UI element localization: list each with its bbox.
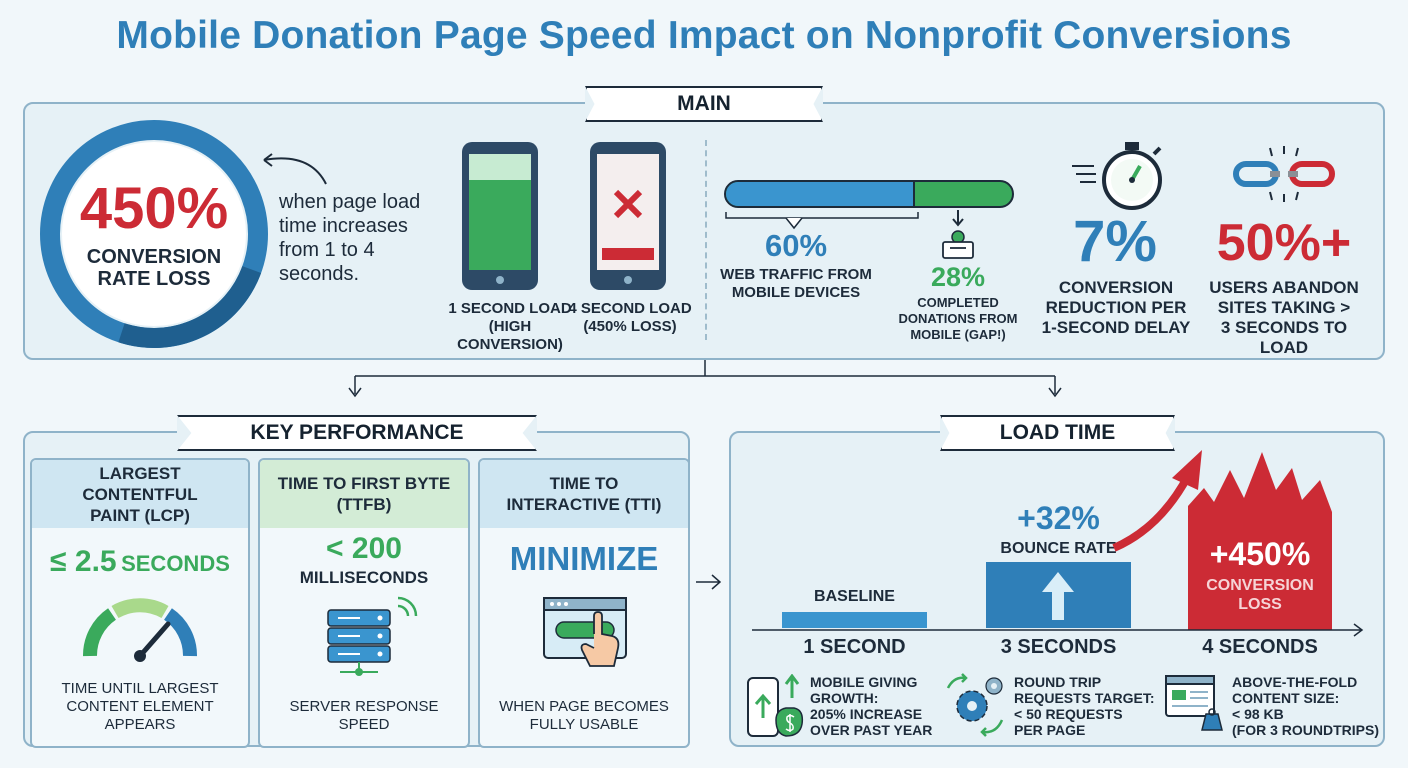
- phone-1-caption: 1 SECOND LOAD (HIGH CONVERSION): [448, 300, 572, 353]
- fast-phone-icon: [462, 142, 538, 290]
- bar-1-second: [782, 612, 927, 628]
- delay-value: 7%: [1073, 209, 1157, 274]
- fact-round-trip: ROUND TRIP REQUESTS TARGET: < 50 REQUEST…: [1014, 674, 1155, 738]
- slow-phone-icon: [590, 142, 666, 290]
- ttfb-value: < 200: [326, 532, 402, 565]
- abandon-caption: USERS ABANDON SITES TAKING > 3 SECONDS T…: [1209, 278, 1359, 357]
- abandon-value: 50%+: [1216, 214, 1352, 272]
- bar-4-caption: CONVERSION LOSS: [1206, 577, 1314, 613]
- bar-3-value: +32%: [1017, 500, 1100, 536]
- connector-arrows: [348, 360, 1062, 398]
- timeline-axis: [752, 623, 1364, 637]
- donations-caption: COMPLETED DONATIONS FROM MOBILE (GAP!): [898, 295, 1018, 342]
- page-title: Mobile Donation Page Speed Impact on Non…: [116, 14, 1292, 57]
- mobile-traffic-bar: [724, 180, 1014, 208]
- panel-arrow-icon: [696, 574, 722, 590]
- delay-caption: CONVERSION REDUCTION PER 1-SECOND DELAY: [1041, 278, 1191, 337]
- ttfb-unit: MILLISECONDS: [299, 568, 429, 587]
- load-time-banner: LOAD TIME IMPACT: [940, 415, 1175, 451]
- page-weight-icon: [1165, 675, 1223, 731]
- key-metrics-banner: KEY PERFORMANCE METRICS: [177, 415, 537, 451]
- tti-card-header: TIME TO INTERACTIVE (TTI): [480, 460, 688, 528]
- conversion-loss-ring: [40, 120, 268, 348]
- down-arrow-icon: [952, 210, 964, 227]
- trend-arrow-icon: [1112, 450, 1202, 552]
- gauge-icon: [82, 598, 198, 662]
- divider: [705, 140, 707, 340]
- axis-label-3: 3 SECONDS: [1000, 636, 1117, 658]
- traffic-value: 60%: [764, 228, 828, 263]
- bar-1-caption: BASELINE: [814, 588, 895, 605]
- phone-2-caption: 4 SECOND LOAD (450% LOSS): [568, 300, 692, 335]
- tti-description: WHEN PAGE BECOMES FULLY USABLE: [499, 698, 669, 733]
- lcp-value: ≤ 2.5 SECONDS: [50, 545, 230, 578]
- lcp-description: TIME UNTIL LARGEST CONTENT ELEMENT APPEA…: [61, 680, 219, 733]
- broken-link-icon: [1233, 146, 1335, 202]
- bar-3-caption: BOUNCE RATE: [1000, 540, 1117, 557]
- mobile-growth-icon: [747, 674, 804, 737]
- lcp-card-header: LARGEST CONTENTFUL PAINT (LCP): [32, 460, 248, 528]
- gears-icon: [946, 673, 1004, 737]
- up-arrow-icon: [1042, 572, 1074, 620]
- fact-content-size: ABOVE-THE-FOLD CONTENT SIZE: < 98 KB (FO…: [1232, 674, 1379, 738]
- main-statistics-banner: MAIN STATISTICS: [585, 86, 823, 122]
- donations-value: 28%: [930, 262, 986, 292]
- click-browser-icon: [543, 597, 627, 667]
- ttfb-card-header: TIME TO FIRST BYTE (TTFB): [260, 460, 468, 528]
- server-icon: [327, 596, 418, 676]
- fact-mobile-growth: MOBILE GIVING GROWTH: 205% INCREASE OVER…: [810, 674, 933, 738]
- curved-arrow-icon: [263, 153, 327, 185]
- lcp-card: LARGEST CONTENTFUL PAINT (LCP): [30, 458, 250, 748]
- traffic-caption: WEB TRAFFIC FROM MOBILE DEVICES: [720, 266, 872, 301]
- tti-value: MINIMIZE: [509, 540, 659, 577]
- donation-box-icon: [942, 230, 974, 259]
- mobile-traffic-fill: [726, 182, 915, 206]
- bar-4-seconds: [1188, 452, 1332, 630]
- axis-label-1: 1 SECOND: [803, 636, 906, 658]
- stopwatch-icon: [1072, 142, 1162, 210]
- axis-label-4: 4 SECONDS: [1202, 636, 1318, 658]
- traffic-bracket: [725, 212, 919, 230]
- ring-note: when page load time increases from 1 to …: [279, 191, 421, 285]
- ring-label-1: CONVERSION: [86, 246, 222, 268]
- bar-4-value: +450%: [1209, 536, 1311, 572]
- ring-label-2: RATE LOSS: [97, 268, 211, 290]
- ttfb-description: SERVER RESPONSE SPEED: [289, 698, 439, 733]
- ring-value: 450%: [79, 176, 229, 241]
- ttfb-card: TIME TO FIRST BYTE (TTFB): [258, 458, 470, 748]
